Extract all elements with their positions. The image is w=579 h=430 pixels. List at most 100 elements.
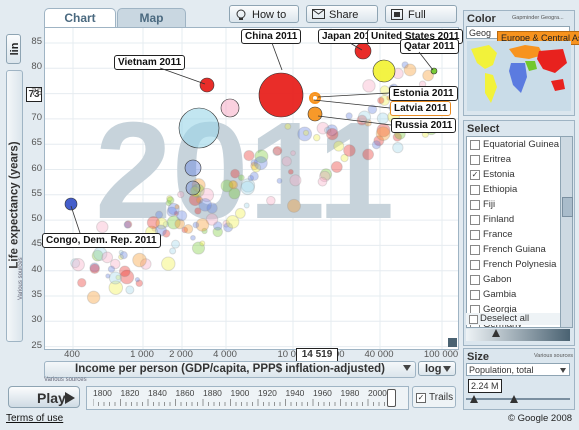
country-bubble[interactable] bbox=[403, 63, 417, 77]
country-bubble[interactable] bbox=[250, 159, 258, 167]
country-bubble[interactable] bbox=[194, 207, 202, 215]
country-bubble[interactable] bbox=[237, 174, 245, 182]
country-bubble[interactable] bbox=[220, 98, 240, 118]
country-bubble[interactable] bbox=[401, 61, 409, 69]
country-checkbox[interactable] bbox=[470, 215, 480, 225]
zoom-corner-button[interactable] bbox=[448, 338, 457, 347]
country-bubble[interactable] bbox=[195, 217, 210, 232]
country-bubble[interactable] bbox=[266, 195, 276, 206]
country-bubble[interactable] bbox=[161, 256, 176, 271]
country-bubble[interactable] bbox=[71, 258, 85, 272]
country-checkbox[interactable] bbox=[470, 260, 480, 270]
country-bubble[interactable] bbox=[284, 123, 292, 130]
country-bubble[interactable] bbox=[345, 112, 353, 120]
country-bubble[interactable] bbox=[184, 159, 202, 177]
country-list-item[interactable]: France bbox=[467, 227, 561, 242]
y-axis-label[interactable]: Life expectancy (years) bbox=[6, 70, 23, 342]
country-bubble[interactable] bbox=[250, 161, 259, 171]
country-bubble[interactable] bbox=[165, 199, 172, 207]
country-bubble[interactable] bbox=[89, 262, 100, 273]
bubble-vietnam[interactable] bbox=[199, 77, 215, 93]
country-bubble[interactable] bbox=[206, 202, 218, 214]
country-checkbox[interactable] bbox=[470, 230, 480, 240]
country-bubble[interactable] bbox=[199, 187, 215, 203]
country-bubble[interactable] bbox=[319, 168, 333, 181]
bubble-latvia[interactable] bbox=[309, 92, 321, 104]
country-bubble[interactable] bbox=[70, 258, 81, 269]
play-button[interactable]: Play bbox=[8, 386, 80, 408]
country-bubble[interactable] bbox=[356, 114, 368, 126]
country-bubble[interactable] bbox=[362, 148, 375, 161]
country-bubble[interactable] bbox=[254, 149, 269, 164]
country-bubble[interactable] bbox=[108, 280, 124, 295]
country-list-item[interactable]: Gambia bbox=[467, 287, 561, 302]
country-bubble[interactable] bbox=[173, 210, 180, 217]
country-bubble[interactable] bbox=[89, 263, 100, 275]
country-bubble[interactable] bbox=[91, 249, 104, 262]
country-bubble[interactable] bbox=[316, 121, 330, 135]
select-opacity-slider[interactable] bbox=[466, 329, 570, 341]
country-bubble[interactable] bbox=[272, 147, 282, 156]
timeline-slider[interactable]: 1800 1820 1840 1860 1880 1900 1920 1940 1960 1980… bbox=[86, 386, 409, 410]
country-bubble[interactable] bbox=[190, 183, 205, 198]
country-bubble[interactable] bbox=[392, 141, 404, 154]
country-bubble[interactable] bbox=[330, 161, 343, 173]
country-bubble[interactable] bbox=[166, 195, 173, 202]
country-bubble[interactable] bbox=[190, 234, 196, 241]
country-checkbox[interactable] bbox=[470, 200, 480, 210]
country-bubble[interactable] bbox=[343, 144, 356, 157]
country-bubble[interactable] bbox=[155, 217, 168, 230]
country-bubble[interactable] bbox=[276, 177, 283, 184]
country-bubble[interactable] bbox=[123, 220, 132, 229]
country-bubble[interactable] bbox=[189, 185, 201, 198]
country-bubble[interactable] bbox=[289, 174, 302, 187]
country-bubble[interactable] bbox=[290, 150, 296, 156]
country-bubble[interactable] bbox=[228, 187, 241, 200]
country-bubble[interactable] bbox=[251, 162, 262, 173]
world-map[interactable] bbox=[467, 41, 571, 111]
bubble-russia[interactable] bbox=[307, 106, 323, 122]
country-bubble[interactable] bbox=[212, 221, 223, 231]
label-vietnam[interactable]: Vietnam 2011 bbox=[114, 55, 186, 70]
country-bubble[interactable] bbox=[225, 214, 240, 229]
country-bubble[interactable] bbox=[375, 126, 391, 141]
country-bubble[interactable] bbox=[118, 254, 124, 260]
country-bubble[interactable] bbox=[151, 226, 157, 232]
country-bubble[interactable] bbox=[139, 258, 152, 270]
country-bubble[interactable] bbox=[362, 79, 376, 93]
country-bubble[interactable] bbox=[185, 180, 201, 196]
country-checkbox[interactable] bbox=[470, 245, 480, 255]
country-bubble[interactable] bbox=[169, 247, 177, 255]
country-bubble[interactable] bbox=[302, 129, 310, 136]
country-bubble[interactable] bbox=[422, 69, 435, 82]
label-qatar[interactable]: Qatar 2011 bbox=[400, 39, 459, 54]
country-bubble[interactable] bbox=[118, 265, 131, 278]
country-bubble[interactable] bbox=[183, 224, 194, 234]
country-bubble[interactable] bbox=[134, 277, 141, 283]
bubble-congo[interactable] bbox=[64, 197, 78, 211]
country-bubble[interactable] bbox=[312, 133, 321, 142]
country-bubble[interactable] bbox=[77, 278, 87, 288]
scrollbar-thumb[interactable] bbox=[562, 197, 573, 217]
country-bubble[interactable] bbox=[326, 127, 339, 141]
trails-toggle[interactable]: ✓ Trails bbox=[412, 386, 456, 408]
country-bubble[interactable] bbox=[125, 285, 135, 295]
country-bubble[interactable] bbox=[377, 96, 385, 105]
country-list-item[interactable]: Equatorial Guinea bbox=[467, 137, 561, 152]
country-bubble[interactable] bbox=[376, 123, 391, 138]
country-bubble[interactable] bbox=[166, 206, 178, 218]
country-bubble[interactable] bbox=[132, 252, 147, 268]
country-bubble[interactable] bbox=[166, 215, 181, 230]
deselect-all-button[interactable]: Deselect all bbox=[466, 313, 560, 325]
country-list[interactable]: Equatorial Guinea Eritrea ✓ Estonia Ethiopia… bbox=[466, 136, 562, 328]
country-bubble[interactable] bbox=[297, 126, 313, 142]
country-bubble[interactable] bbox=[109, 258, 121, 270]
country-bubble[interactable] bbox=[228, 180, 239, 190]
country-checkbox[interactable] bbox=[470, 155, 480, 165]
country-bubble[interactable] bbox=[240, 178, 256, 193]
bubble-united-states[interactable] bbox=[372, 59, 396, 83]
size-handle-min[interactable] bbox=[470, 395, 478, 403]
country-list-item[interactable]: Eritrea bbox=[467, 152, 561, 167]
country-bubble[interactable] bbox=[325, 124, 338, 137]
country-bubble[interactable] bbox=[243, 202, 250, 209]
